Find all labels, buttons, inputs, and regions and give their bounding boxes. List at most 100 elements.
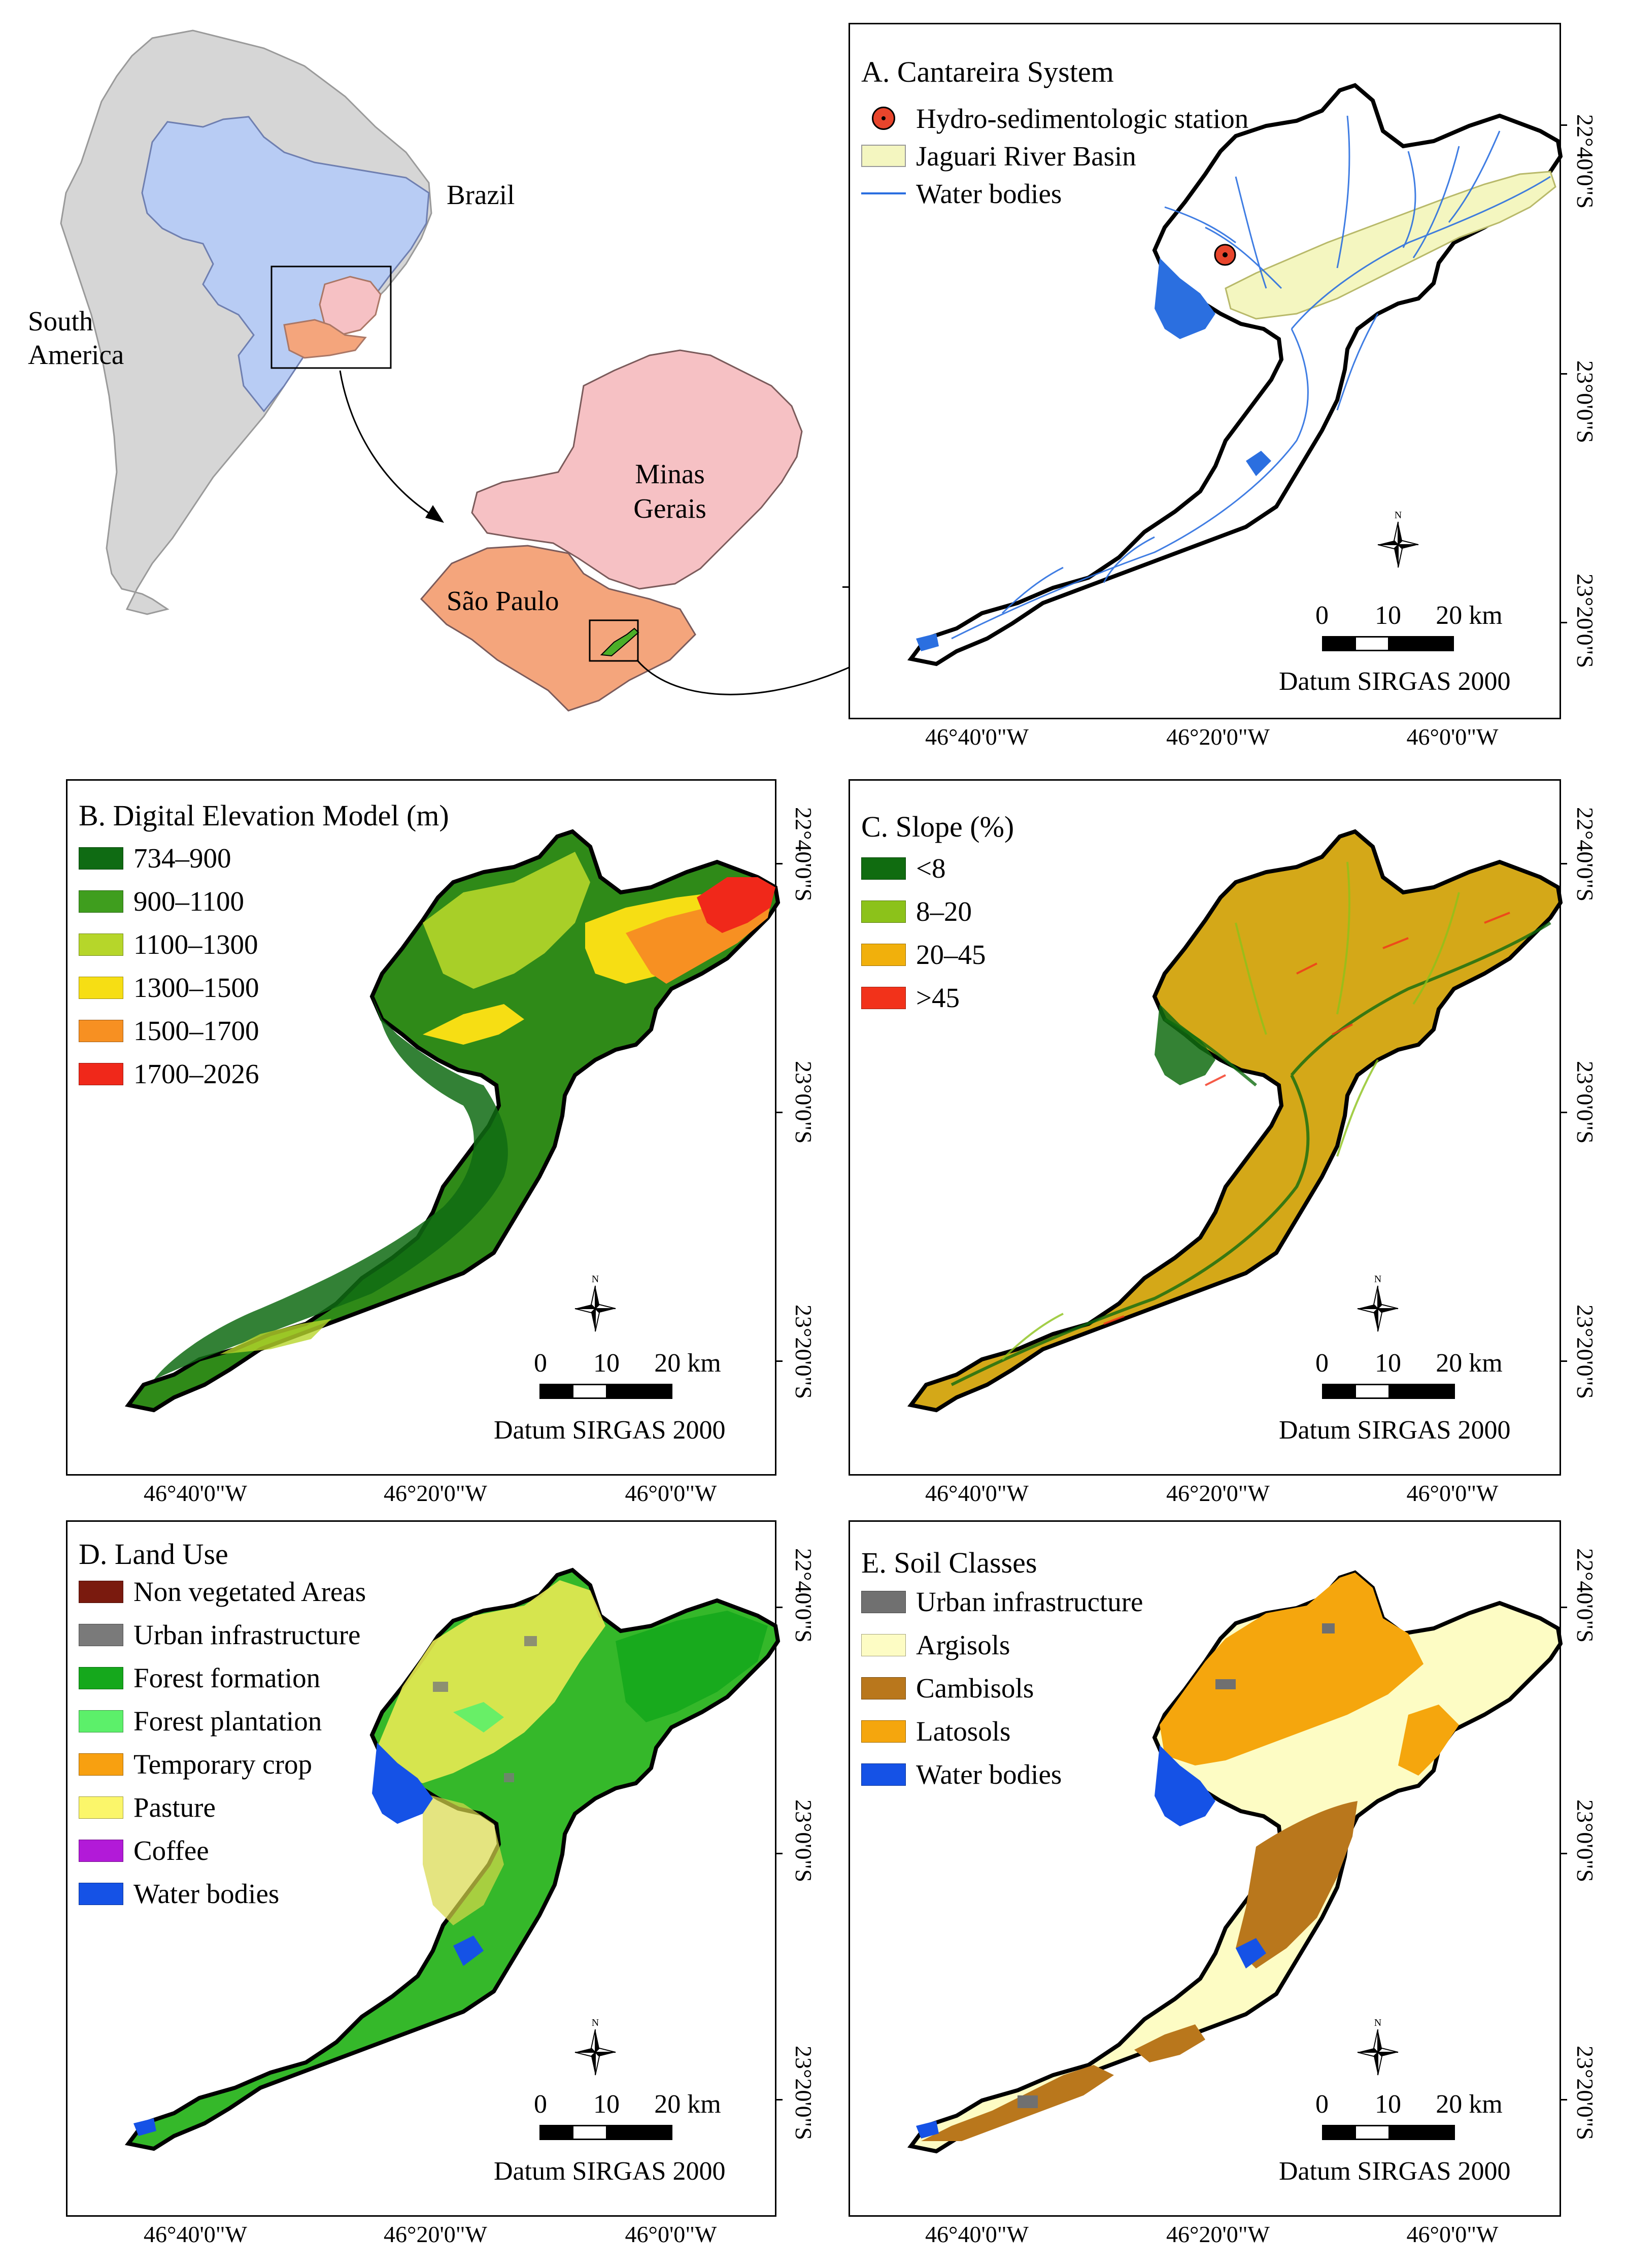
lat-label-a1: 22°40'0"S [1572, 114, 1598, 209]
panel-c: C. Slope (%) <8 8–20 20–45 >45 [849, 779, 1561, 1476]
panel-a-title: A. Cantareira System [861, 55, 1114, 88]
station-marker [1214, 244, 1236, 266]
svg-text:N: N [1395, 510, 1402, 521]
svg-text:N: N [592, 1274, 599, 1285]
legend-basin: Jaguari River Basin [861, 137, 1248, 175]
panel-e-map [850, 1522, 1563, 2218]
legend-slope-3: 20–45 [861, 933, 986, 976]
panel-d-north-arrow: N [574, 2017, 616, 2076]
lon-label-b3: 46°0'0"W [625, 1480, 717, 1506]
datum-label: Datum SIRGAS 2000 [1279, 667, 1511, 696]
sao-paulo-small [283, 319, 367, 359]
panel-a-legend: Hydro-sedimentologic station Jaguari Riv… [861, 99, 1248, 212]
scale-0: 0 [534, 1349, 547, 1378]
panel-b: B. Digital Elevation Model (m) 734–900 9… [66, 779, 776, 1476]
basin-inset-frame [589, 619, 639, 662]
panel-b-north-arrow: N [574, 1274, 616, 1332]
panel-d: D. Land Use Non vegetated Areas Urban in… [66, 1520, 776, 2217]
legend-water: Water bodies [861, 175, 1248, 212]
label-sao-paulo: São Paulo [447, 585, 559, 616]
minas-gerais-shape [471, 349, 803, 590]
scale-0: 0 [1315, 2090, 1329, 2119]
datum-label: Datum SIRGAS 2000 [494, 2157, 726, 2186]
legend-lu-4: Forest plantation [79, 1699, 366, 1743]
overview-svg [60, 29, 894, 712]
scale-20: 20 km [654, 2090, 721, 2119]
scale-bar [1322, 1384, 1455, 1399]
scale-0: 0 [1315, 601, 1329, 630]
reservoir-3 [916, 633, 939, 651]
legend-dem-4: 1300–1500 [79, 966, 259, 1009]
panel-c-title: C. Slope (%) [861, 810, 1014, 843]
water-line [861, 192, 906, 194]
sao-paulo-shape [420, 545, 696, 712]
lon-label-e2: 46°20'0"W [1166, 2221, 1270, 2247]
legend-dem-6: 1700–2026 [79, 1052, 259, 1095]
water-network [951, 115, 1551, 640]
scale-bar [539, 1384, 672, 1399]
legend-slope-1: <8 [861, 847, 986, 890]
lon-label-d1: 46°40'0"W [144, 2221, 247, 2247]
panel-e-legend: Urban infrastructure Argisols Cambisols … [861, 1580, 1143, 1796]
label-south-america: South America [28, 306, 124, 370]
panel-b-title: B. Digital Elevation Model (m) [79, 799, 449, 832]
legend-lu-8: Water bodies [79, 1872, 366, 1915]
scale-10: 10 [593, 2090, 620, 2119]
legend-lu-5: Temporary crop [79, 1743, 366, 1786]
svg-text:N: N [592, 2017, 599, 2028]
arrowhead-1 [425, 505, 444, 523]
lon-label-c2: 46°20'0"W [1166, 1480, 1270, 1506]
reservoir-2 [1246, 451, 1271, 476]
lon-label-b1: 46°40'0"W [144, 1480, 247, 1506]
scale-10: 10 [1375, 601, 1401, 630]
lon-label-c3: 46°0'0"W [1406, 1480, 1499, 1506]
panel-d-title: D. Land Use [79, 1538, 228, 1571]
scale-20: 20 km [1436, 2090, 1503, 2119]
legend-soil-5: Water bodies [861, 1753, 1143, 1796]
legend-dem-3: 1100–1300 [79, 923, 259, 966]
legend-dem-2: 900–1100 [79, 880, 259, 923]
legend-station: Hydro-sedimentologic station [861, 99, 1248, 137]
scale-10: 10 [1375, 2090, 1401, 2119]
scale-0: 0 [1315, 1349, 1329, 1378]
svg-text:N: N [1374, 1274, 1381, 1285]
lon-label-e3: 46°0'0"W [1406, 2221, 1499, 2247]
panel-e: E. Soil Classes Urban infrastructure Arg… [849, 1520, 1561, 2217]
legend-soil-1: Urban infrastructure [861, 1580, 1143, 1623]
lat-label-c2: 23°0'0"S [1572, 1061, 1598, 1144]
lat-label-b1: 22°40'0"S [791, 807, 817, 902]
legend-lu-6: Pasture [79, 1786, 366, 1829]
datum-label: Datum SIRGAS 2000 [1279, 1416, 1511, 1445]
legend-soil-2: Argisols [861, 1623, 1143, 1666]
panel-b-map [67, 781, 778, 1477]
legend-dem-1: 734–900 [79, 837, 259, 880]
legend-lu-7: Coffee [79, 1829, 366, 1872]
station-icon [861, 107, 906, 130]
lon-label-b2: 46°20'0"W [384, 1480, 487, 1506]
lon-label-e1: 46°40'0"W [925, 2221, 1029, 2247]
panel-e-north-arrow: N [1357, 2017, 1399, 2076]
reservoir-shape [1155, 258, 1215, 339]
legend-soil-4: Latosols [861, 1710, 1143, 1753]
lat-label-a2: 23°0'0"S [1572, 360, 1598, 444]
lat-label-a3: 23°20'0"S [1572, 574, 1598, 669]
scale-bar [539, 2125, 672, 2140]
lon-label-a1: 46°40'0"W [925, 724, 1029, 750]
legend-lu-1: Non vegetated Areas [79, 1570, 366, 1613]
panel-b-legend: 734–900 900–1100 1100–1300 1300–1500 150… [79, 837, 259, 1095]
legend-slope-4: >45 [861, 976, 986, 1019]
label-brazil: Brazil [447, 179, 515, 210]
lon-label-a3: 46°0'0"W [1406, 724, 1499, 750]
legend-slope-2: 8–20 [861, 890, 986, 933]
overview-map: Brazil South America Minas Gerais São Pa… [0, 0, 894, 741]
panel-c-map [850, 781, 1563, 1477]
lat-label-e2: 23°0'0"S [1572, 1799, 1598, 1883]
legend-soil-3: Cambisols [861, 1666, 1143, 1710]
datum-label: Datum SIRGAS 2000 [1279, 2157, 1511, 2186]
lat-label-d2: 23°0'0"S [791, 1799, 817, 1883]
scale-10: 10 [593, 1349, 620, 1378]
lon-label-d3: 46°0'0"W [625, 2221, 717, 2247]
legend-dem-5: 1500–1700 [79, 1009, 259, 1052]
lat-label-c1: 22°40'0"S [1572, 807, 1598, 902]
inset-arrow-1 [339, 370, 437, 519]
